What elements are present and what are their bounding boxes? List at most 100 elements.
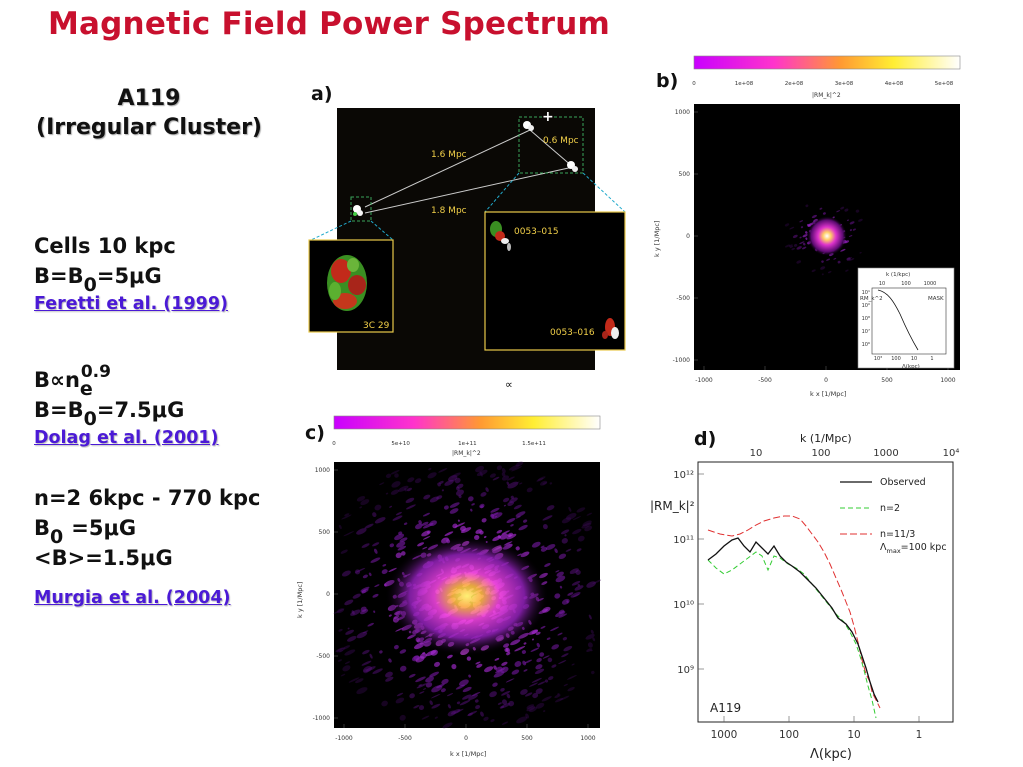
speckle-blob	[344, 649, 356, 656]
speckle-blob	[389, 505, 393, 508]
speckle-blob	[362, 666, 373, 673]
speckle-blob	[836, 210, 841, 213]
speckle-blob	[576, 548, 582, 552]
speckle-blob	[561, 653, 569, 658]
speckle-blob	[480, 711, 484, 717]
x-tick-label: 0	[464, 735, 468, 742]
speckle-blob	[587, 642, 593, 648]
speckle-blob	[496, 465, 503, 471]
speckle-blob	[514, 645, 526, 652]
model2-reference[interactable]: Dolag et al. (2001)	[34, 428, 219, 448]
slide-title: Magnetic Field Power Spectrum	[48, 6, 611, 42]
speckle-blob	[558, 613, 568, 618]
speckle-blob	[484, 666, 494, 673]
speckle-blob	[373, 610, 376, 613]
speckle-blob	[390, 489, 399, 495]
speckle-blob	[501, 475, 510, 481]
speckle-blob	[355, 678, 364, 684]
speckle-blob	[564, 534, 567, 537]
model2-prop-pre: B∝n	[34, 368, 80, 392]
speckle-blob	[523, 642, 527, 645]
speckle-blob	[590, 629, 594, 634]
speckle-blob	[398, 485, 409, 492]
speckle-blob	[531, 638, 535, 641]
speckle-blob	[586, 512, 593, 516]
inset-x-tick: 10	[911, 356, 917, 362]
speckle-blob	[555, 575, 566, 583]
speckle-blob	[338, 628, 343, 632]
speckle-blob	[362, 574, 368, 579]
inset-y-tick: 10⁸	[862, 316, 870, 322]
speckle-blob	[372, 593, 379, 598]
speckle-blob	[361, 590, 367, 594]
speckle-blob	[511, 669, 520, 675]
colorbar-tick-label: 2e+08	[785, 81, 804, 87]
speckle-blob	[507, 481, 519, 489]
speckle-blob	[535, 702, 545, 709]
speckle-blob	[845, 269, 849, 272]
speckle-blob	[356, 495, 366, 502]
speckle-blob	[404, 487, 407, 492]
speckle-blob	[858, 218, 863, 222]
speckle-blob	[360, 609, 369, 615]
model3-mean: <B>=1.5μG	[34, 546, 173, 570]
model3-b-sub: 0	[50, 526, 64, 548]
panel-a-distance-1: 1.6 Mpc	[431, 150, 467, 160]
speckle-blob	[390, 470, 400, 475]
y-tick-label: 10¹¹	[673, 535, 694, 546]
speckle-blob	[577, 583, 581, 587]
speckle-blob	[339, 649, 344, 653]
panel-b-colorbar	[693, 55, 961, 70]
model2-b-post: =7.5μG	[96, 398, 185, 422]
speckle-blob	[592, 579, 602, 584]
speckle-blob	[540, 625, 546, 629]
panel-a-0053-016-emission	[602, 318, 619, 339]
speckle-blob	[479, 530, 484, 535]
speckle-blob	[849, 258, 855, 261]
model3-reference[interactable]: Murgia et al. (2004)	[34, 588, 231, 608]
speckle-blob	[431, 693, 441, 699]
speckle-blob	[425, 682, 433, 688]
speckle-blob	[444, 531, 454, 537]
panel-a-0053-015-emission	[490, 221, 511, 251]
speckle-blob	[523, 669, 528, 672]
speckle-blob	[471, 503, 475, 506]
model2-prop-sup: 0.9	[80, 362, 111, 382]
speckle-blob	[501, 699, 508, 705]
speckle-blob	[506, 518, 516, 523]
speckle-blob	[418, 705, 425, 711]
speckle-blob	[524, 659, 533, 664]
model1-reference[interactable]: Feretti et al. (1999)	[34, 294, 229, 314]
speckle-blob	[545, 544, 556, 550]
speckle-blob	[821, 260, 824, 263]
panel-a-line-1	[364, 129, 531, 208]
speckle-blob	[496, 529, 503, 534]
speckle-blob	[379, 482, 385, 486]
speckle-blob	[796, 260, 802, 264]
speckle-blob	[382, 564, 387, 567]
panel-a-3c29-emission	[327, 255, 367, 311]
speckle-blob	[499, 533, 509, 540]
speckle-blob	[447, 704, 451, 709]
speckle-blob	[526, 487, 533, 493]
speckle-blob	[544, 679, 549, 683]
speckle-blob	[373, 548, 378, 554]
colorbar-tick-label: 1e+08	[735, 81, 754, 87]
speckle-blob	[513, 481, 520, 485]
speckle-blob	[447, 654, 453, 659]
speckle-blob	[529, 706, 537, 713]
speckle-blob	[467, 712, 473, 717]
speckle-blob	[833, 257, 837, 260]
speckle-blob	[453, 708, 464, 714]
speckle-blob	[506, 533, 517, 540]
speckle-blob	[849, 221, 855, 225]
speckle-blob	[436, 495, 443, 500]
speckle-blob	[344, 661, 351, 665]
speckle-blob	[540, 545, 545, 549]
speckle-blob	[557, 632, 563, 636]
speckle-blob	[572, 593, 580, 598]
speckle-blob	[381, 700, 388, 707]
speckle-blob	[585, 633, 595, 640]
speckle-blob	[492, 476, 500, 481]
speckle-blob	[561, 538, 568, 544]
